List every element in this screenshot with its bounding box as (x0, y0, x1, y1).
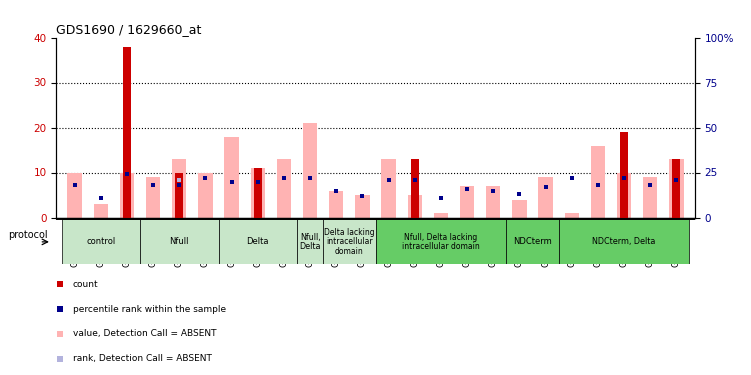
Text: percentile rank within the sample: percentile rank within the sample (73, 304, 226, 313)
Bar (198, 172, 213, 217)
Bar (94, 204, 108, 218)
Bar (512, 200, 526, 217)
Bar (276, 159, 291, 218)
Bar (382, 159, 396, 218)
Bar (68, 172, 82, 217)
Bar (669, 159, 683, 218)
Bar (225, 136, 239, 218)
Text: value, Detection Call = ABSENT: value, Detection Call = ABSENT (73, 330, 216, 339)
Text: rank, Detection Call = ABSENT: rank, Detection Call = ABSENT (73, 354, 212, 363)
Bar (559, 219, 689, 264)
Bar (329, 190, 343, 217)
Bar (251, 168, 265, 217)
Text: control: control (86, 237, 116, 246)
Bar (672, 159, 680, 218)
Bar (434, 213, 448, 217)
Bar (411, 159, 419, 218)
Text: Delta: Delta (246, 237, 269, 246)
Text: protocol: protocol (8, 230, 48, 240)
Text: Delta lacking
intracellular
domain: Delta lacking intracellular domain (324, 228, 375, 256)
Bar (254, 168, 262, 217)
Text: GDS1690 / 1629660_at: GDS1690 / 1629660_at (56, 23, 202, 36)
Bar (303, 123, 317, 218)
Bar (172, 159, 186, 218)
Bar (617, 172, 632, 217)
Bar (323, 219, 376, 264)
Bar (643, 177, 657, 218)
Bar (119, 172, 134, 217)
Bar (538, 177, 553, 218)
Bar (123, 46, 131, 217)
Bar (565, 213, 579, 217)
Text: Nfull,
Delta: Nfull, Delta (300, 232, 321, 251)
Text: NDCterm: NDCterm (513, 237, 552, 246)
Bar (376, 219, 506, 264)
Bar (486, 186, 500, 218)
Text: Nfull, Delta lacking
intracellular domain: Nfull, Delta lacking intracellular domai… (402, 232, 480, 251)
Bar (146, 177, 160, 218)
Bar (506, 219, 559, 264)
Bar (408, 195, 422, 217)
Bar (591, 146, 605, 218)
Bar (62, 219, 140, 264)
Bar (620, 132, 628, 218)
Bar (460, 186, 475, 218)
Text: count: count (73, 280, 98, 289)
Bar (175, 172, 183, 217)
Bar (219, 219, 297, 264)
Text: Nfull: Nfull (170, 237, 189, 246)
Bar (355, 195, 369, 217)
Text: NDCterm, Delta: NDCterm, Delta (593, 237, 656, 246)
Bar (297, 219, 323, 264)
Bar (140, 219, 219, 264)
